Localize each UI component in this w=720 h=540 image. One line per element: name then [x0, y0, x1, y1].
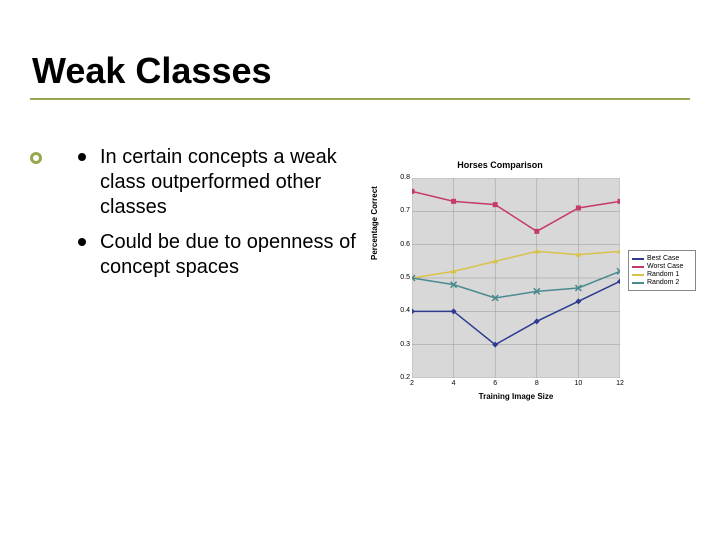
- legend-label: Worst Case: [647, 263, 683, 270]
- xtick-label: 2: [405, 380, 419, 387]
- chart-container: Horses Comparison Percentage Correct Tra…: [380, 160, 700, 410]
- ytick-label: 0.7: [392, 207, 410, 214]
- ytick-label: 0.8: [392, 174, 410, 181]
- legend-item: Random 2: [632, 279, 692, 286]
- xtick-label: 4: [447, 380, 461, 387]
- legend-item: Random 1: [632, 271, 692, 278]
- chart-ylabel: Percentage Correct: [370, 186, 379, 260]
- xtick-label: 10: [571, 380, 585, 387]
- accent-dot-icon: [30, 152, 42, 164]
- legend-item: Best Case: [632, 255, 692, 262]
- chart-xlabel: Training Image Size: [412, 392, 620, 401]
- list-item: Could be due to openness of concept spac…: [78, 230, 358, 280]
- title-underline: [30, 98, 690, 100]
- ytick-label: 0.3: [392, 341, 410, 348]
- legend-label: Random 2: [647, 279, 679, 286]
- legend-swatch-icon: [632, 282, 644, 284]
- legend-item: Worst Case: [632, 263, 692, 270]
- legend-swatch-icon: [632, 274, 644, 276]
- ytick-label: 0.6: [392, 241, 410, 248]
- legend-label: Random 1: [647, 271, 679, 278]
- legend-swatch-icon: [632, 258, 644, 260]
- xtick-label: 12: [613, 380, 627, 387]
- chart-plot: [412, 178, 620, 378]
- list-item: In certain concepts a weak class outperf…: [78, 145, 358, 220]
- chart-svg: [412, 178, 620, 378]
- xtick-label: 8: [530, 380, 544, 387]
- bullet-list: In certain concepts a weak class outperf…: [78, 145, 358, 290]
- legend-swatch-icon: [632, 266, 644, 268]
- chart-title: Horses Comparison: [380, 160, 620, 170]
- legend-label: Best Case: [647, 255, 679, 262]
- page-title: Weak Classes: [32, 50, 272, 92]
- chart-legend: Best CaseWorst CaseRandom 1Random 2: [628, 250, 696, 291]
- ytick-label: 0.4: [392, 307, 410, 314]
- xtick-label: 6: [488, 380, 502, 387]
- ytick-label: 0.5: [392, 274, 410, 281]
